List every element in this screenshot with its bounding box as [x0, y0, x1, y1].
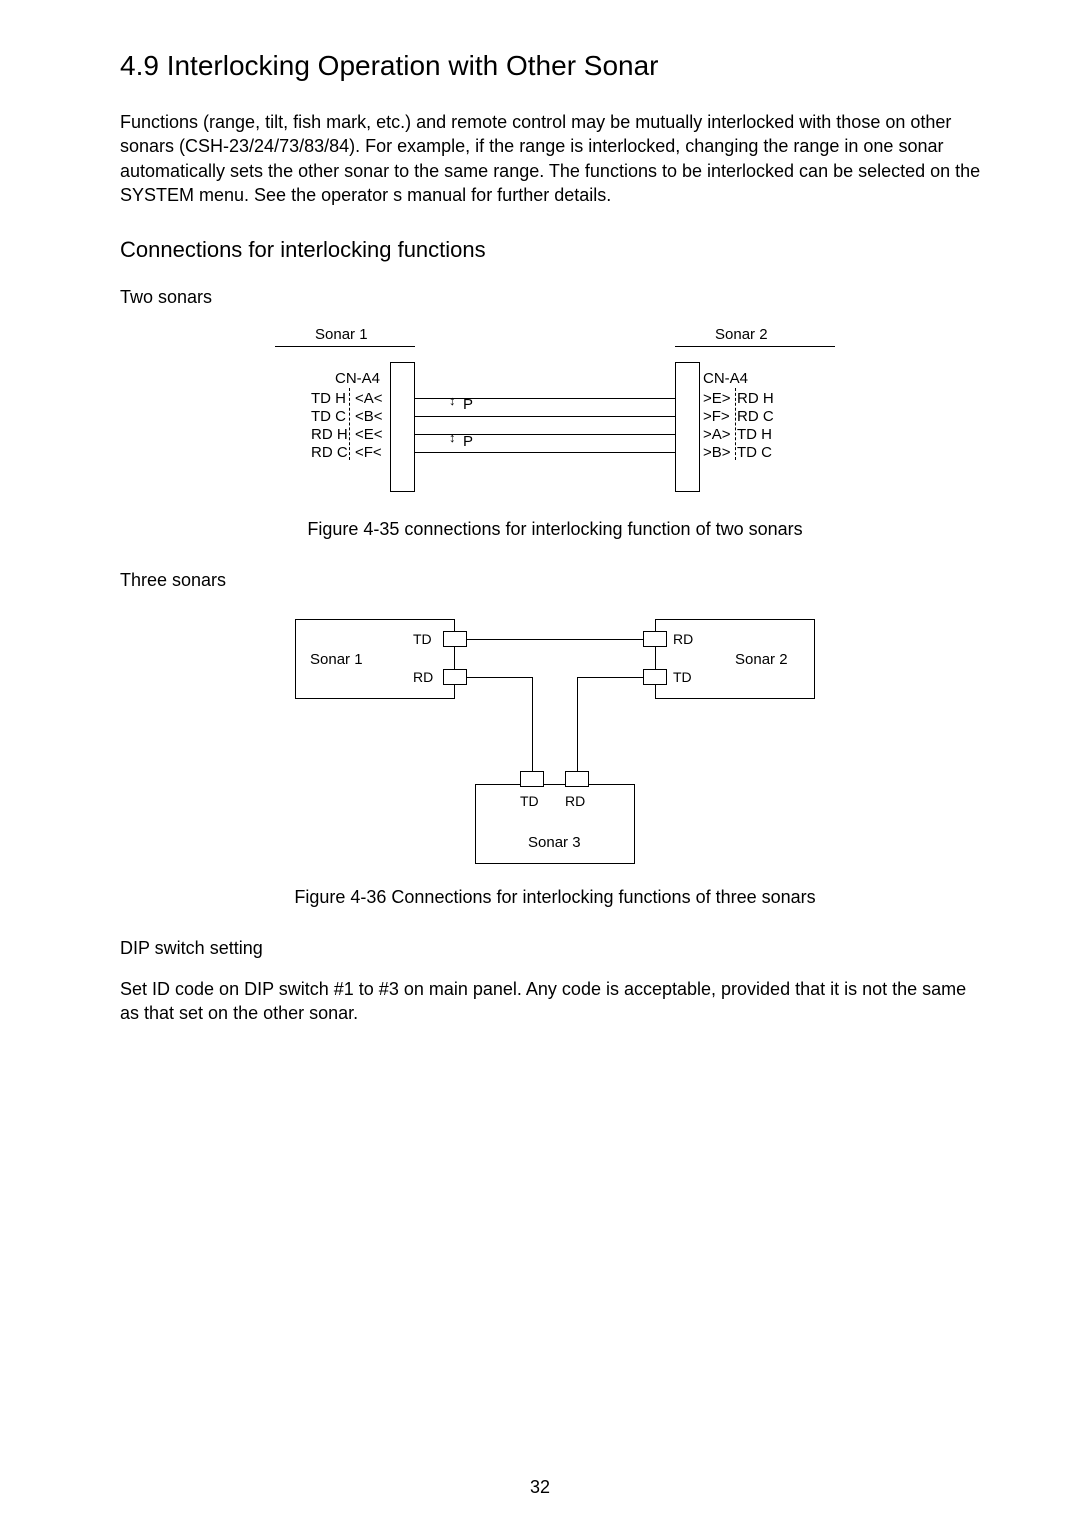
sonar3-rd-port — [565, 771, 589, 787]
p-label-bot: P — [463, 433, 473, 450]
rdh-r: RD H — [737, 390, 774, 407]
sonar2-td-port — [643, 669, 667, 685]
rdc-l: RD C — [311, 444, 348, 461]
sonar1-td-label: TD — [413, 631, 432, 647]
pin-f-r: >F> — [703, 408, 730, 425]
link-s2-s3-v — [577, 677, 578, 771]
sonar3-ulabel: Sonar 3 — [528, 834, 581, 851]
pin-b-l: <B< — [355, 408, 383, 425]
sonar3-td-port — [520, 771, 544, 787]
sonar2-label: Sonar 2 — [715, 326, 768, 343]
rdh-l: RD H — [311, 426, 348, 443]
sonar3-rd-label: RD — [565, 793, 585, 809]
page-number: 32 — [0, 1477, 1080, 1498]
right-inner-border — [735, 388, 736, 460]
pin-a-r: >A> — [703, 426, 731, 443]
sonar2-td-label: TD — [673, 669, 692, 685]
sonar1-box — [390, 362, 415, 492]
intro-paragraph: Functions (range, tilt, fish mark, etc.)… — [120, 110, 990, 207]
subheading-connections: Connections for interlocking functions — [120, 237, 990, 263]
twist-icon-top: ↕ — [449, 396, 456, 406]
tdh-r: TD H — [737, 426, 772, 443]
two-sonars-title: Two sonars — [120, 287, 990, 308]
left-inner-border — [349, 388, 350, 460]
tdc-l: TD C — [311, 408, 346, 425]
pin-a-l: <A< — [355, 390, 383, 407]
cna4-right: CN-A4 — [703, 370, 748, 387]
figure-two-sonars: Sonar 1 Sonar 2 CN-A4 TD H <A< TD C <B< … — [275, 326, 835, 501]
tdc-r: TD C — [737, 444, 772, 461]
sonar1-underline — [275, 346, 415, 347]
three-sonars-title: Three sonars — [120, 570, 990, 591]
sonar2-rd-label: RD — [673, 631, 693, 647]
pin-f-l: <F< — [355, 444, 382, 461]
link-s1-s2 — [467, 639, 643, 640]
sonar3-td-label: TD — [520, 793, 539, 809]
sonar1-label: Sonar 1 — [315, 326, 368, 343]
dip-switch-body: Set ID code on DIP switch #1 to #3 on ma… — [120, 977, 990, 1026]
dip-switch-title: DIP switch setting — [120, 938, 990, 959]
link-s1-s3-v — [532, 677, 533, 771]
pin-b-r: >B> — [703, 444, 731, 461]
conn-line-4 — [415, 452, 675, 453]
cna4-left: CN-A4 — [335, 370, 380, 387]
sonar1-rd-label: RD — [413, 669, 433, 685]
conn-line-2 — [415, 416, 675, 417]
section-heading: 4.9 Interlocking Operation with Other So… — [120, 50, 990, 82]
pin-e-l: <E< — [355, 426, 383, 443]
link-s2-s3-h — [577, 677, 643, 678]
sonar2-underline — [675, 346, 835, 347]
sonar1-rd-port — [443, 669, 467, 685]
sonar2-ulabel: Sonar 2 — [735, 651, 788, 668]
sonar2-box — [675, 362, 700, 492]
sonar2-rd-port — [643, 631, 667, 647]
fig35-caption: Figure 4-35 connections for interlocking… — [120, 519, 990, 540]
twist-icon-bot: ↕ — [449, 433, 456, 443]
link-s1-s3-h — [467, 677, 532, 678]
rdc-r: RD C — [737, 408, 774, 425]
fig36-caption: Figure 4-36 Connections for interlocking… — [120, 887, 990, 908]
sonar1-td-port — [443, 631, 467, 647]
figure-three-sonars: Sonar 1 TD RD Sonar 2 RD TD Sonar 3 TD R… — [275, 609, 835, 869]
sonar3-unit — [475, 784, 635, 864]
tdh-l: TD H — [311, 390, 346, 407]
p-label-top: P — [463, 396, 473, 413]
pin-e-r: >E> — [703, 390, 731, 407]
sonar1-ulabel: Sonar 1 — [310, 651, 363, 668]
